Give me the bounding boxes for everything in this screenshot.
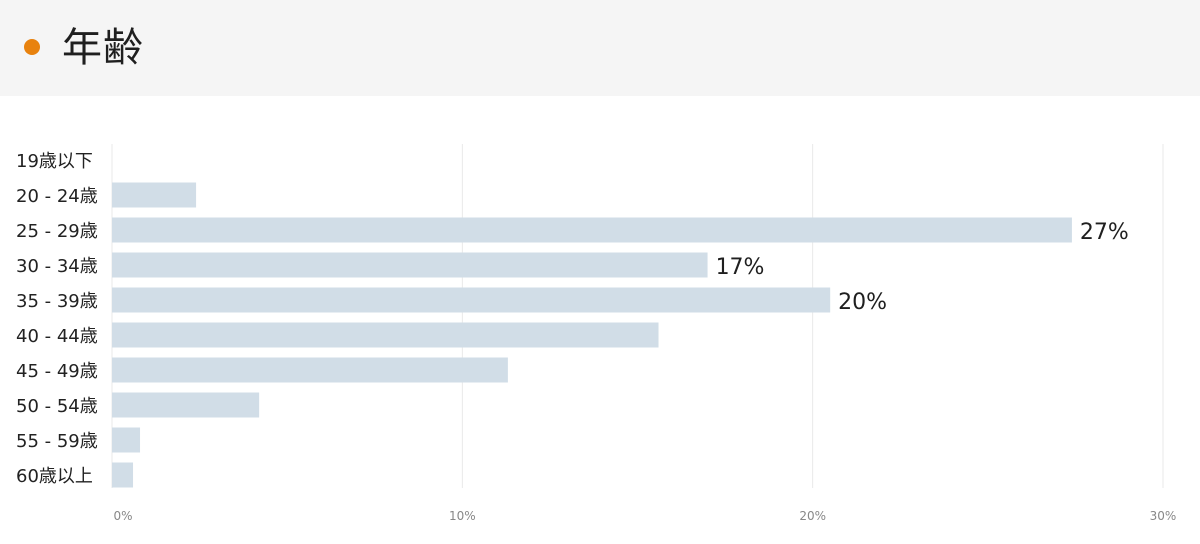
bar xyxy=(112,357,508,383)
bar xyxy=(112,252,708,278)
header-bar: 年齢 xyxy=(0,0,1200,96)
orange-dot-icon xyxy=(24,39,40,55)
bar xyxy=(112,217,1072,243)
data-labels: 27% 17% 20% xyxy=(716,220,1129,315)
x-tick-label: 0% xyxy=(113,509,132,523)
category-label: 55 - 59歳 xyxy=(16,431,98,452)
bar xyxy=(112,182,197,208)
age-bar-chart: 19歳以下 20 - 24歳 25 - 29歳 30 - 34歳 35 - 39歳 40 … xyxy=(16,144,1176,523)
category-label: 45 - 49歳 xyxy=(16,361,98,382)
category-label: 35 - 39歳 xyxy=(16,291,98,312)
grid-lines xyxy=(111,144,1164,488)
page-title: 年齢 xyxy=(62,25,144,71)
data-label: 17% xyxy=(716,255,765,280)
x-tick-label: 30% xyxy=(1150,509,1177,523)
category-label: 60歳以上 xyxy=(16,466,93,487)
bar xyxy=(112,462,134,488)
category-label: 40 - 44歳 xyxy=(16,326,98,347)
x-tick-label: 20% xyxy=(799,509,826,523)
category-label: 30 - 34歳 xyxy=(16,256,98,277)
bar xyxy=(112,322,659,348)
bars xyxy=(112,182,1072,488)
bar xyxy=(112,287,831,313)
data-label: 20% xyxy=(838,290,887,315)
x-tick-label: 10% xyxy=(449,509,476,523)
category-label: 25 - 29歳 xyxy=(16,221,98,242)
category-label: 50 - 54歳 xyxy=(16,396,98,417)
data-label: 27% xyxy=(1080,220,1129,245)
category-label: 19歳以下 xyxy=(16,151,93,172)
category-label: 20 - 24歳 xyxy=(16,186,98,207)
category-labels: 19歳以下 20 - 24歳 25 - 29歳 30 - 34歳 35 - 39歳 40 … xyxy=(16,151,98,487)
bar xyxy=(112,427,141,453)
x-tick-labels: 0% 10% 20% 30% xyxy=(113,509,1176,523)
bar xyxy=(112,392,260,418)
